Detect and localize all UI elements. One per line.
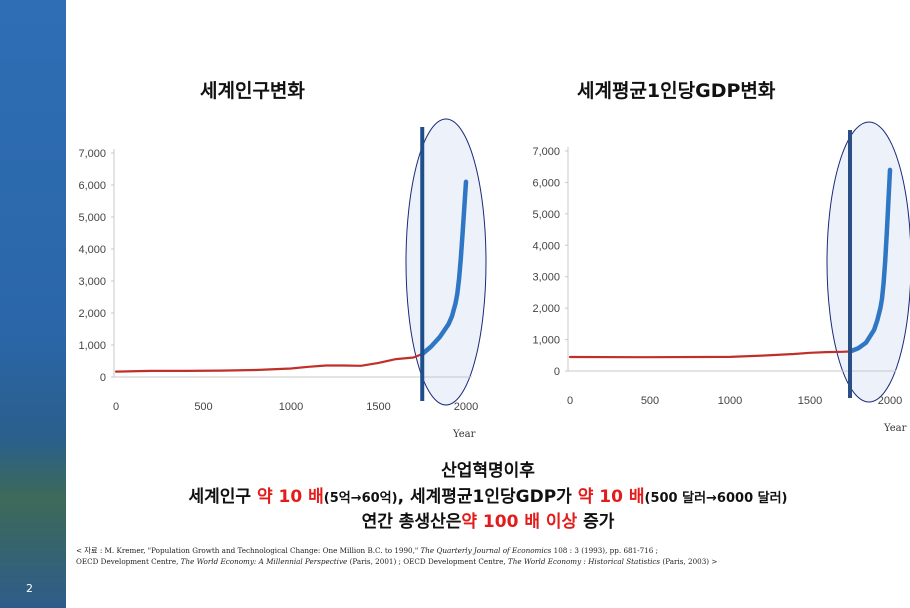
source-line-2: OECD Development Centre, The World Econo…: [76, 557, 717, 566]
population-x-tick-label: 1500: [366, 401, 390, 413]
summary-gdp-label: , 세계평균1인당GDP가: [397, 487, 578, 507]
population-series-post-industrial: [420, 179, 469, 357]
gdp-y-tick-label: 3,000: [532, 272, 560, 284]
population-y-tick-label: 7,000: [78, 148, 106, 160]
gdp-x-axis-label: Year: [883, 423, 907, 434]
population-y-tick-label: 3,000: [78, 276, 106, 288]
gdp-y-tick-label: 1,000: [532, 335, 560, 347]
population-y-tick-label: 1,000: [78, 340, 106, 352]
gdp-y-tick-label: 7,000: [532, 146, 560, 158]
gdp-y-tick-label: 0: [554, 366, 560, 378]
source-citation-4: (Paris, 2003) >: [660, 557, 718, 566]
population-x-tick-label: 0: [113, 401, 119, 413]
gdp-highlight-ellipse: [826, 121, 910, 403]
slide-sidebar: [0, 0, 66, 608]
source-book-1: The World Economy: A Millennial Perspect…: [180, 557, 348, 566]
population-y-tick-label: 6,000: [78, 180, 106, 192]
population-highlight-ellipse: [405, 118, 487, 406]
summary-line-3: 연간 총생산은약 100 배 이상 증가: [66, 507, 910, 532]
summary-output-label: 연간 총생산은: [361, 512, 462, 532]
source-citation-1: < 자료 : M. Kremer, "Population Growth and…: [76, 546, 421, 555]
gdp-series-post-industrial: [847, 167, 893, 354]
population-y-tick-label: 2,000: [78, 308, 106, 320]
source-citation-3: (Paris, 2001) ; OECD Development Centre,: [347, 557, 508, 566]
chart-title-population: 세계인구변화: [200, 80, 305, 102]
summary-output-suffix: 증가: [577, 512, 615, 532]
source-book-2: The World Economy : Historical Statistic…: [507, 557, 661, 566]
summary-line-2: 세계인구 약 10 배(5억→60억), 세계평균1인당GDP가 약 10 배(…: [66, 482, 910, 507]
gdp-y-tick-label: 5,000: [532, 209, 560, 221]
summary-population-label: 세계인구: [188, 487, 257, 507]
summary-population-factor: 약 10 배: [256, 487, 324, 507]
population-y-tick-label: 4,000: [78, 244, 106, 256]
population-y-tick-label: 5,000: [78, 212, 106, 224]
summary-line-1: 산업혁명이후: [441, 461, 535, 481]
summary-gdp-factor: 약 10 배: [577, 487, 645, 507]
source-citation-2: OECD Development Centre,: [76, 557, 181, 566]
gdp-x-tick-label: 0: [567, 395, 573, 407]
summary-population-range: (5억→60억): [323, 491, 398, 506]
population-x-axis-label: Year: [452, 429, 476, 440]
gdp-y-tick-label: 6,000: [532, 177, 560, 189]
summary-output-factor: 약 100 배 이상: [461, 512, 578, 532]
source-volume: 108 : 3 (1993), pp. 681-716 ;: [551, 546, 659, 555]
population-x-tick-label: 2000: [454, 401, 478, 413]
source-journal: The Quarterly Journal of Economics: [420, 546, 552, 555]
summary-gdp-range: (500 달러→6000 달러): [644, 491, 788, 506]
population-y-tick-label: 0: [100, 372, 106, 384]
population-x-tick-label: 500: [194, 401, 212, 413]
chart-title-gdp: 세계평균1인당GDP변화: [577, 80, 776, 102]
population-x-tick-label: 1000: [279, 401, 303, 413]
population-series-pre-industrial: [114, 352, 424, 373]
gdp-x-tick-label: 1500: [798, 395, 822, 407]
gdp-y-tick-label: 4,000: [532, 240, 560, 252]
gdp-series-pre-industrial: [568, 350, 852, 359]
source-line-1: < 자료 : M. Kremer, "Population Growth and…: [76, 546, 658, 556]
gdp-x-tick-label: 2000: [878, 395, 902, 407]
gdp-y-tick-label: 2,000: [532, 303, 560, 315]
gdp-x-tick-label: 1000: [718, 395, 742, 407]
page-number: 2: [26, 582, 33, 595]
gdp-x-tick-label: 500: [641, 395, 659, 407]
